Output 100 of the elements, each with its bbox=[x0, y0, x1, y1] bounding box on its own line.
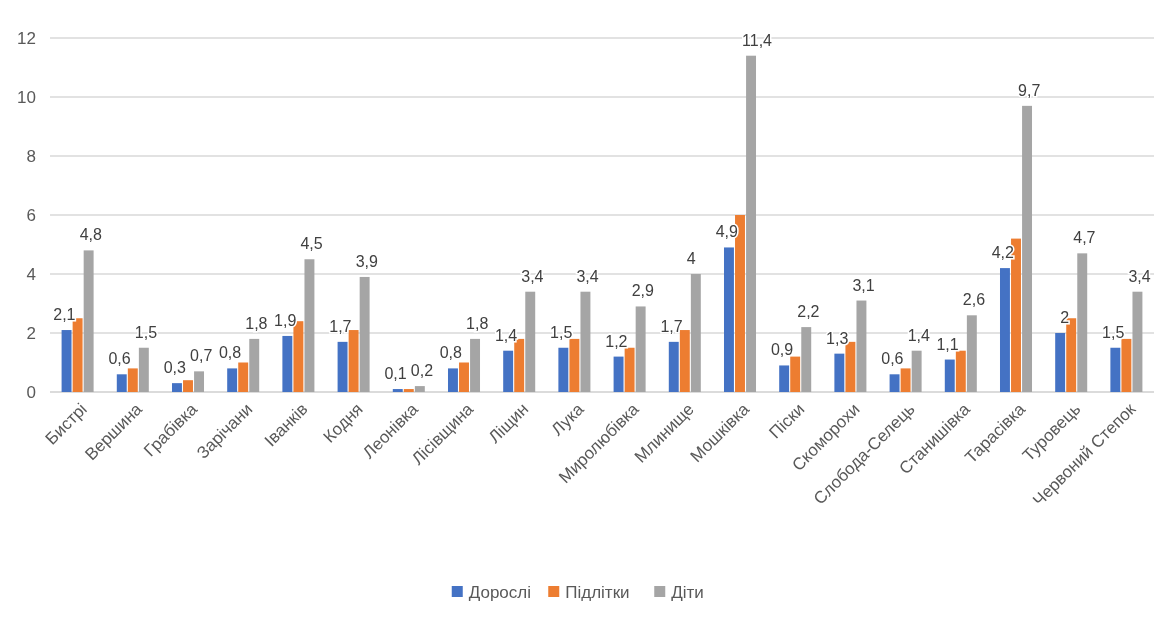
data-label: 1,3 bbox=[826, 329, 849, 347]
data-label: 0,2 bbox=[410, 362, 434, 380]
data-label: 1,7 bbox=[329, 317, 352, 335]
y-tick-label: 0 bbox=[26, 382, 36, 402]
bar bbox=[337, 341, 348, 392]
bar bbox=[470, 338, 481, 392]
bar bbox=[171, 383, 182, 392]
bar bbox=[723, 247, 734, 392]
bar bbox=[183, 380, 193, 392]
bar bbox=[569, 338, 580, 392]
data-label: 2,1 bbox=[53, 306, 76, 324]
data-label: 1,8 bbox=[245, 314, 268, 332]
data-label: 1,2 bbox=[605, 332, 628, 350]
data-label: 3,1 bbox=[852, 276, 875, 294]
bar bbox=[447, 368, 458, 392]
bar bbox=[1011, 238, 1021, 392]
data-label: 1,4 bbox=[907, 326, 931, 344]
bar bbox=[1132, 291, 1143, 392]
bar bbox=[900, 368, 911, 392]
bar bbox=[414, 386, 425, 392]
data-label: 0,9 bbox=[770, 341, 794, 359]
bar bbox=[304, 259, 315, 392]
bar bbox=[580, 291, 591, 392]
bar bbox=[911, 350, 922, 392]
bar bbox=[834, 353, 845, 392]
bar bbox=[227, 368, 238, 392]
data-label: 4,5 bbox=[300, 235, 323, 253]
bar bbox=[138, 347, 149, 392]
y-tick-label: 10 bbox=[17, 87, 36, 107]
bar bbox=[83, 250, 94, 392]
bar bbox=[999, 268, 1010, 392]
y-tick-label: 6 bbox=[26, 205, 36, 225]
bar bbox=[856, 300, 867, 392]
legend-label: Дорослі bbox=[468, 582, 532, 602]
data-label: 1,5 bbox=[1102, 323, 1125, 341]
bar bbox=[635, 306, 646, 392]
bar bbox=[944, 359, 955, 392]
y-tick-label: 8 bbox=[26, 146, 36, 166]
data-label: 3,4 bbox=[521, 267, 544, 285]
data-label: 3,9 bbox=[355, 252, 379, 270]
bar bbox=[525, 291, 536, 392]
data-label: 0,3 bbox=[163, 359, 187, 377]
bar bbox=[127, 368, 138, 392]
data-label: 3,4 bbox=[576, 267, 599, 285]
data-label: 1,5 bbox=[134, 323, 158, 341]
bar bbox=[613, 356, 624, 392]
data-label: 4,8 bbox=[79, 226, 103, 244]
data-label: 2,6 bbox=[962, 291, 986, 309]
data-label: 4 bbox=[686, 250, 696, 267]
data-label: 3,4 bbox=[1128, 267, 1151, 285]
data-label: 4,7 bbox=[1073, 229, 1096, 247]
bar bbox=[966, 315, 977, 392]
bar bbox=[392, 389, 403, 392]
data-label: 1,5 bbox=[550, 323, 573, 341]
bar bbox=[779, 365, 790, 392]
data-label: 2,2 bbox=[797, 303, 820, 321]
bar bbox=[194, 371, 205, 392]
bar bbox=[1055, 333, 1066, 392]
bar bbox=[668, 341, 679, 392]
bar bbox=[746, 55, 757, 392]
data-label: 1,4 bbox=[494, 326, 518, 344]
data-label: 0,7 bbox=[190, 347, 213, 365]
data-label: 1,7 bbox=[660, 317, 683, 335]
bar bbox=[624, 347, 635, 392]
data-label: 0,8 bbox=[439, 344, 463, 362]
data-label: 9,7 bbox=[1018, 81, 1041, 99]
bar bbox=[955, 350, 966, 392]
bar bbox=[558, 347, 569, 392]
data-label: 2,9 bbox=[631, 282, 655, 300]
data-label: 1,1 bbox=[936, 335, 959, 353]
bar bbox=[1077, 253, 1088, 392]
data-label: 2 bbox=[1060, 309, 1070, 326]
data-label: 0,8 bbox=[218, 344, 242, 362]
y-tick-label: 2 bbox=[26, 323, 36, 343]
bar bbox=[735, 215, 745, 392]
bar bbox=[61, 330, 72, 392]
legend-label: Діти bbox=[671, 582, 704, 602]
bar bbox=[403, 389, 414, 392]
data-label: 0,1 bbox=[384, 365, 407, 383]
bar bbox=[282, 335, 293, 392]
bar bbox=[790, 356, 801, 392]
bar bbox=[1121, 338, 1132, 392]
data-label: 1,9 bbox=[274, 311, 297, 329]
data-label: 0,6 bbox=[881, 350, 904, 368]
bar bbox=[1022, 105, 1033, 392]
bar bbox=[801, 327, 812, 392]
bar bbox=[459, 362, 469, 392]
bar bbox=[116, 374, 127, 392]
y-tick-label: 4 bbox=[26, 264, 36, 284]
data-label: 1,8 bbox=[466, 314, 489, 332]
bar bbox=[690, 274, 701, 392]
data-label: 0,6 bbox=[108, 350, 131, 368]
legend-label: Підлітки bbox=[565, 582, 630, 602]
bar bbox=[889, 374, 900, 392]
bar bbox=[249, 338, 260, 392]
bar bbox=[1110, 347, 1121, 392]
bar bbox=[359, 276, 370, 392]
bar bbox=[503, 350, 514, 392]
data-label: 11,4 bbox=[742, 31, 773, 49]
bar bbox=[238, 362, 249, 392]
